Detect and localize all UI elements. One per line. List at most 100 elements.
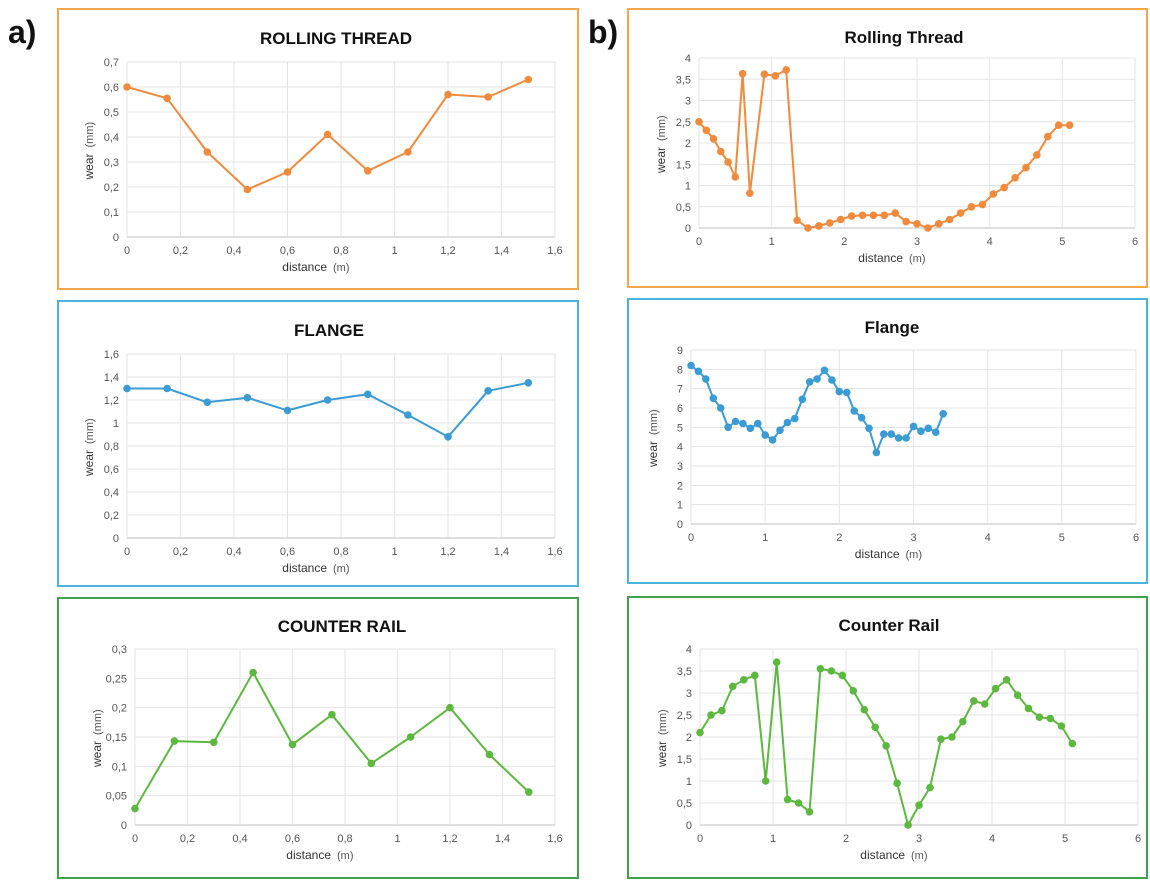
x-tick-label: 0,6	[285, 833, 300, 845]
x-axis-unit: (m)	[911, 850, 928, 862]
data-point	[718, 706, 726, 715]
y-tick-label: 3	[685, 96, 691, 108]
x-axis-label: distance	[855, 547, 900, 561]
data-point	[163, 384, 171, 393]
x-tick-label: 2	[841, 236, 847, 248]
data-point	[746, 189, 754, 197]
chart-svg: FLANGE 0 0,2 0,4 0,6 0,8 1 1,2 1,4 1,6 0 0,2 0,4 0,6 0…	[82, 321, 563, 575]
data-point	[815, 222, 823, 230]
y-tick-label: 6	[677, 403, 683, 415]
data-point	[709, 135, 718, 143]
y-tick-label: 9	[677, 345, 683, 357]
chart-title: Rolling Thread	[845, 28, 964, 47]
data-point	[1044, 132, 1052, 141]
x-tick-label: 1,2	[440, 245, 455, 257]
data-point	[959, 717, 967, 726]
data-point	[768, 436, 777, 444]
data-point	[967, 203, 976, 211]
x-tick-label: 0,4	[226, 546, 241, 558]
chart-b-flange: Flange 0 1 2 3 4 5 6 7 8 9 0 1 2 3 4 5 6 distance (m) wear (m…	[627, 298, 1148, 584]
data-point	[805, 808, 814, 816]
y-axis-label: wear	[646, 441, 660, 468]
x-tick-label: 0,6	[280, 546, 295, 558]
data-point	[776, 426, 784, 434]
series-line	[134, 671, 530, 810]
y-axis-title: wear (mm)	[654, 115, 668, 174]
y-tick-label: 0,6	[104, 82, 119, 94]
data-point	[170, 737, 179, 745]
data-point	[404, 411, 412, 419]
data-point	[210, 738, 218, 747]
y-tick-label: 4	[686, 644, 692, 656]
data-point	[843, 388, 851, 397]
data-point	[836, 215, 845, 224]
x-tick-label: 0,4	[226, 245, 241, 257]
y-tick-label: 1	[685, 181, 691, 193]
data-point	[123, 83, 131, 91]
data-point	[820, 366, 829, 375]
y-tick-label: 0,5	[104, 107, 119, 119]
x-tick-label: 1,6	[547, 245, 562, 257]
y-tick-label: 5	[677, 422, 683, 434]
data-point	[980, 700, 989, 708]
data-point	[932, 428, 940, 436]
y-tick-label: 0,5	[676, 202, 691, 214]
data-point	[702, 375, 710, 383]
x-axis-unit: (m)	[906, 549, 923, 561]
data-point	[937, 735, 945, 743]
x-tick-label: 1	[391, 546, 397, 558]
x-tick-label: 2	[836, 532, 842, 544]
data-point	[731, 417, 740, 426]
data-point	[847, 212, 856, 220]
data-point	[989, 190, 998, 198]
x-tick-label: 1	[770, 833, 776, 845]
data-point	[444, 433, 452, 441]
data-point	[696, 728, 704, 737]
y-tick-label: 0,05	[106, 791, 127, 803]
x-tick-label: 1	[762, 532, 768, 544]
data-point	[948, 733, 956, 741]
x-tick-label: 3	[916, 833, 922, 845]
x-tick-label: 0	[688, 532, 694, 544]
y-axis-label: wear	[82, 450, 96, 477]
data-point	[524, 379, 533, 387]
chart-title: ROLLING THREAD	[260, 29, 412, 48]
y-tick-label: 0,1	[112, 761, 127, 773]
data-point	[406, 733, 415, 741]
data-point	[761, 777, 770, 785]
data-point	[1000, 183, 1008, 192]
data-point	[835, 387, 844, 396]
y-tick-label: 2	[685, 138, 691, 150]
chart-svg: Flange 0 1 2 3 4 5 6 7 8 9 0 1 2 3 4 5 6 distance (m) wear (m…	[646, 318, 1139, 561]
data-point	[729, 682, 737, 691]
data-point	[524, 75, 533, 84]
data-point	[485, 750, 494, 759]
data-point	[828, 376, 836, 384]
x-tick-label: 1,2	[442, 833, 457, 845]
x-tick-label: 0	[124, 546, 130, 558]
x-tick-label: 0,8	[333, 245, 348, 257]
data-point	[163, 94, 171, 103]
y-tick-label: 1	[677, 500, 683, 512]
x-tick-label: 1	[394, 833, 400, 845]
data-point	[904, 821, 912, 829]
data-point	[857, 413, 866, 422]
y-axis-title: wear (mm)	[82, 122, 96, 181]
y-axis-unit: (mm)	[92, 709, 104, 735]
data-point	[283, 406, 292, 415]
x-tick-label: 4	[989, 833, 995, 845]
y-tick-label: 1,5	[677, 754, 692, 766]
y-axis-label: wear	[90, 741, 104, 768]
x-tick-label: 4	[987, 236, 993, 248]
chart-svg: ROLLING THREAD 0 0,1 0,2 0,3 0,4 0,5 0,6 0,7 0 0,2…	[82, 29, 563, 274]
x-tick-label: 1	[391, 245, 397, 257]
y-tick-label: 3,5	[677, 666, 692, 678]
data-point	[902, 217, 910, 226]
data-point	[915, 801, 923, 809]
y-tick-label: 0,8	[104, 441, 119, 453]
data-point	[525, 788, 533, 796]
y-tick-label: 8	[677, 364, 683, 376]
chart-a-flange: FLANGE 0 0,2 0,4 0,6 0,8 1 1,2 1,4 1,6 0 0,2 0,4 0,6 0…	[57, 300, 579, 587]
data-point	[446, 703, 454, 712]
data-point	[707, 711, 715, 719]
